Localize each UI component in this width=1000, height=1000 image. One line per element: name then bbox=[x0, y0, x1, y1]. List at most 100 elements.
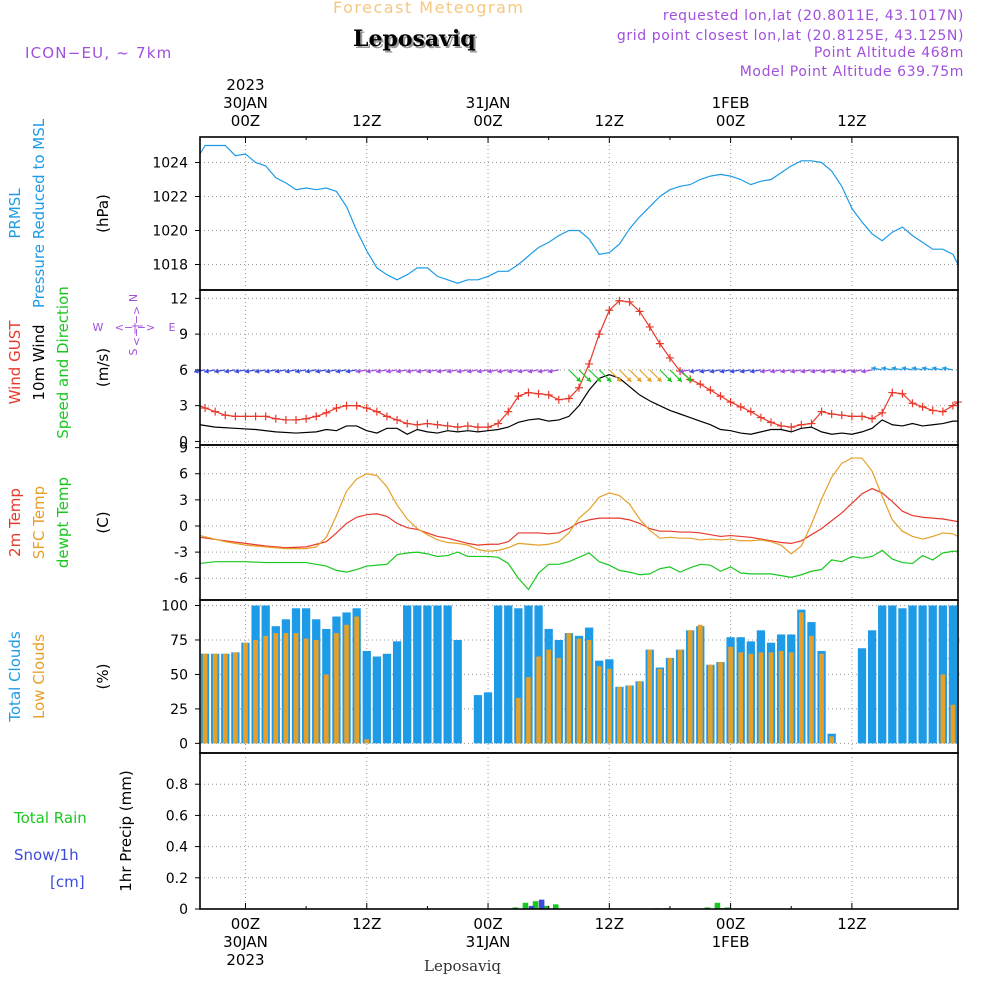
wind-arrowhead bbox=[295, 368, 300, 374]
gust-marker bbox=[322, 408, 331, 417]
wind-arrowhead bbox=[456, 368, 462, 374]
gust-marker bbox=[575, 383, 583, 392]
x-tick-label-bottom: 1FEB bbox=[712, 933, 750, 951]
bar-low-clouds bbox=[526, 677, 531, 744]
gust-marker bbox=[726, 398, 735, 407]
y-axis-label: 1hr Precip (mm) bbox=[117, 770, 135, 891]
gust-marker bbox=[635, 307, 644, 316]
bar-low-clouds bbox=[283, 633, 289, 744]
bar-low-clouds bbox=[667, 657, 673, 744]
wind-arrowhead bbox=[254, 368, 260, 374]
bar-low-clouds bbox=[677, 649, 683, 744]
bar-low-clouds bbox=[354, 616, 359, 744]
wind-arrowhead bbox=[820, 368, 826, 374]
y-tick-label: 9 bbox=[179, 327, 188, 343]
y-axis-label: Wind GUST bbox=[6, 320, 24, 405]
wind-arrowhead bbox=[345, 368, 351, 374]
bar-low-clouds bbox=[940, 674, 946, 744]
wind-arrowhead bbox=[264, 368, 270, 374]
wind-arrowhead bbox=[749, 368, 755, 374]
unit-label: (C) bbox=[94, 511, 112, 533]
bar-total-clouds bbox=[362, 651, 371, 744]
panel-frame bbox=[199, 136, 959, 291]
x-tick-label-top: 1FEB bbox=[712, 94, 750, 112]
y-axis-label: 10m Wind bbox=[30, 324, 48, 400]
gust-marker bbox=[908, 399, 917, 408]
bar-snow-1h bbox=[538, 899, 545, 909]
bar-low-clouds bbox=[950, 704, 956, 744]
wind-arrowhead bbox=[406, 368, 411, 374]
x-tick-label-bottom: 2023 bbox=[226, 951, 264, 969]
wind-arrowhead bbox=[891, 366, 897, 372]
x-tick-label-top: 00Z bbox=[473, 112, 502, 130]
wind-arrowhead bbox=[780, 368, 785, 374]
bar-low-clouds bbox=[687, 630, 693, 744]
y-tick-label: 0 bbox=[179, 902, 188, 918]
legend-label: Total Rain bbox=[13, 809, 87, 827]
wind-arrowhead bbox=[941, 366, 947, 372]
y-axis-label: 2m Temp bbox=[6, 488, 24, 557]
bar-total-rain bbox=[552, 904, 559, 909]
y-axis-label: PRMSL bbox=[6, 188, 24, 239]
bar-low-clouds bbox=[617, 686, 622, 744]
bar-low-clouds bbox=[788, 652, 794, 744]
bar-total-clouds bbox=[514, 608, 523, 744]
gust-marker bbox=[756, 413, 765, 422]
bar-low-clouds bbox=[556, 657, 562, 744]
bar-low-clouds bbox=[324, 674, 329, 744]
gust-marker bbox=[827, 410, 836, 418]
bar-total-clouds bbox=[372, 656, 382, 744]
wind-arrowhead bbox=[586, 377, 591, 382]
bar-total-clouds bbox=[392, 641, 402, 744]
gust-marker bbox=[463, 421, 472, 430]
bar-low-clouds bbox=[738, 652, 744, 744]
footer-location: Leposaviq bbox=[424, 957, 501, 975]
bar-low-clouds bbox=[829, 736, 834, 744]
gust-marker bbox=[898, 389, 907, 398]
bar-low-clouds bbox=[637, 681, 642, 744]
x-tick-label-top: 30JAN bbox=[223, 94, 268, 112]
y-tick-label: 1018 bbox=[152, 258, 188, 274]
bar-low-clouds bbox=[627, 685, 632, 744]
gust-marker bbox=[484, 423, 493, 432]
bar-low-clouds bbox=[697, 624, 703, 744]
bar-total-clouds bbox=[888, 605, 897, 744]
gust-marker bbox=[585, 359, 594, 368]
gust-marker bbox=[453, 423, 462, 432]
bar-low-clouds bbox=[778, 651, 784, 744]
gust-marker bbox=[312, 412, 321, 421]
wind-arrowhead bbox=[436, 368, 442, 374]
wind-arrowhead bbox=[527, 368, 533, 374]
bar-low-clouds bbox=[728, 646, 733, 744]
legend-label: [cm] bbox=[50, 873, 85, 891]
bar-total-clouds bbox=[382, 653, 392, 744]
bar-low-clouds bbox=[344, 624, 349, 744]
unit-label: (m/s) bbox=[94, 348, 112, 387]
x-tick-label-bottom: 12Z bbox=[352, 915, 381, 933]
y-axis-label: Speed and Direction bbox=[54, 286, 72, 439]
gust-marker bbox=[767, 418, 776, 427]
bar-total-clouds bbox=[948, 605, 958, 744]
wind-arrowhead bbox=[871, 366, 876, 372]
gust-marker bbox=[807, 419, 816, 428]
gust-marker bbox=[706, 386, 715, 395]
wind-arrowhead bbox=[616, 377, 622, 382]
y-tick-label: 0.8 bbox=[166, 777, 188, 793]
bar-low-clouds bbox=[768, 652, 774, 744]
wind-arrowhead bbox=[830, 368, 836, 374]
gust-marker bbox=[777, 421, 786, 430]
bar-total-clouds bbox=[524, 605, 533, 744]
wind-arrowhead bbox=[305, 368, 310, 374]
wind-arrowhead bbox=[396, 368, 401, 374]
y-tick-label: 0.2 bbox=[166, 871, 188, 887]
bar-total-clouds bbox=[918, 605, 927, 744]
gust-marker bbox=[888, 388, 897, 397]
wind-arrowhead bbox=[679, 368, 684, 374]
gust-marker bbox=[736, 402, 745, 411]
y-tick-label: 1022 bbox=[152, 190, 188, 206]
wind-arrowhead bbox=[426, 368, 432, 374]
x-tick-label-bottom: 00Z bbox=[716, 915, 745, 933]
x-tick-label-top: 00Z bbox=[716, 112, 745, 130]
gust-marker bbox=[231, 412, 240, 421]
wind-arrowhead bbox=[477, 368, 482, 374]
